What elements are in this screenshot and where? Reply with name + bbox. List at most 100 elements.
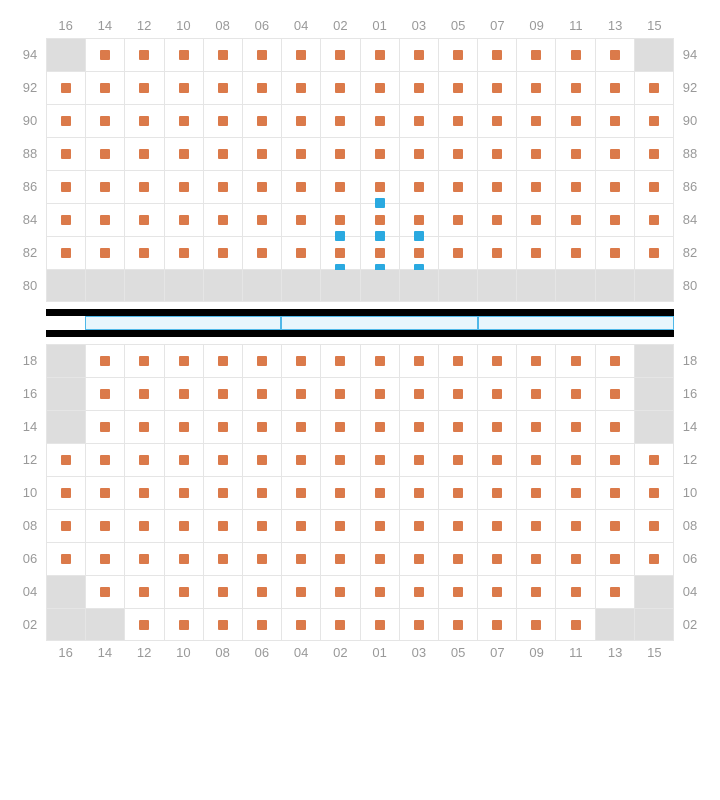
seat-cell[interactable] bbox=[85, 105, 124, 137]
seat-cell[interactable] bbox=[242, 609, 281, 640]
seat-cell[interactable] bbox=[164, 477, 203, 509]
seat-cell[interactable] bbox=[46, 72, 85, 104]
seat-cell[interactable] bbox=[85, 444, 124, 476]
seat-cell[interactable] bbox=[399, 477, 438, 509]
seat-cell[interactable] bbox=[438, 510, 477, 542]
seat-cell[interactable] bbox=[477, 609, 516, 640]
seat-cell[interactable] bbox=[595, 477, 634, 509]
seat-cell[interactable] bbox=[281, 171, 320, 203]
seat-cell[interactable] bbox=[164, 444, 203, 476]
seat-cell[interactable] bbox=[360, 138, 399, 170]
seat-cell[interactable] bbox=[46, 237, 85, 269]
seat-cell[interactable] bbox=[399, 576, 438, 608]
seat-cell[interactable] bbox=[85, 378, 124, 410]
seat-cell[interactable] bbox=[438, 105, 477, 137]
seat-cell[interactable] bbox=[46, 138, 85, 170]
seat-cell[interactable] bbox=[85, 411, 124, 443]
seat-cell[interactable] bbox=[281, 39, 320, 71]
seat-cell[interactable] bbox=[124, 171, 163, 203]
seat-cell[interactable] bbox=[203, 204, 242, 236]
seat-cell[interactable] bbox=[516, 72, 555, 104]
seat-cell[interactable] bbox=[360, 204, 399, 236]
seat-cell[interactable] bbox=[399, 105, 438, 137]
seat-cell[interactable] bbox=[281, 204, 320, 236]
seat-cell[interactable] bbox=[516, 609, 555, 640]
seat-cell[interactable] bbox=[555, 237, 594, 269]
seat-cell[interactable] bbox=[203, 477, 242, 509]
seat-cell[interactable] bbox=[124, 138, 163, 170]
seat-cell[interactable] bbox=[399, 543, 438, 575]
seat-cell[interactable] bbox=[634, 138, 674, 170]
seat-cell[interactable] bbox=[438, 609, 477, 640]
seat-cell[interactable] bbox=[242, 510, 281, 542]
seat-cell[interactable] bbox=[281, 345, 320, 377]
seat-cell[interactable] bbox=[203, 39, 242, 71]
seat-cell[interactable] bbox=[124, 72, 163, 104]
seat-cell[interactable] bbox=[555, 204, 594, 236]
seat-cell[interactable] bbox=[85, 72, 124, 104]
seat-cell[interactable] bbox=[46, 171, 85, 203]
seat-cell[interactable] bbox=[203, 105, 242, 137]
seat-cell[interactable] bbox=[360, 72, 399, 104]
seat-cell[interactable] bbox=[320, 138, 359, 170]
seat-cell[interactable] bbox=[360, 543, 399, 575]
seat-cell[interactable] bbox=[399, 609, 438, 640]
seat-cell[interactable] bbox=[242, 204, 281, 236]
seat-cell[interactable] bbox=[281, 72, 320, 104]
seat-cell[interactable] bbox=[438, 378, 477, 410]
seat-cell[interactable] bbox=[360, 378, 399, 410]
seat-cell[interactable] bbox=[46, 543, 85, 575]
seat-cell[interactable] bbox=[320, 105, 359, 137]
seat-cell[interactable] bbox=[360, 411, 399, 443]
seat-cell[interactable] bbox=[634, 204, 674, 236]
seat-cell[interactable] bbox=[164, 576, 203, 608]
seat-cell[interactable] bbox=[516, 105, 555, 137]
seat-cell[interactable] bbox=[124, 609, 163, 640]
seat-cell[interactable] bbox=[438, 72, 477, 104]
seat-cell[interactable] bbox=[399, 204, 438, 236]
seat-cell[interactable] bbox=[438, 204, 477, 236]
seat-cell[interactable] bbox=[164, 237, 203, 269]
seat-cell[interactable] bbox=[242, 543, 281, 575]
seat-cell[interactable] bbox=[555, 105, 594, 137]
seat-cell[interactable] bbox=[634, 237, 674, 269]
seat-cell[interactable] bbox=[242, 138, 281, 170]
seat-cell[interactable] bbox=[634, 171, 674, 203]
seat-cell[interactable] bbox=[85, 477, 124, 509]
seat-cell[interactable] bbox=[124, 444, 163, 476]
seat-cell[interactable] bbox=[360, 237, 399, 269]
seat-cell[interactable] bbox=[399, 411, 438, 443]
seat-cell[interactable] bbox=[242, 477, 281, 509]
seat-cell[interactable] bbox=[438, 477, 477, 509]
seat-cell[interactable] bbox=[438, 39, 477, 71]
seat-cell[interactable] bbox=[360, 444, 399, 476]
seat-cell[interactable] bbox=[320, 345, 359, 377]
seat-cell[interactable] bbox=[203, 576, 242, 608]
seat-cell[interactable] bbox=[516, 204, 555, 236]
seat-cell[interactable] bbox=[477, 543, 516, 575]
seat-cell[interactable] bbox=[477, 477, 516, 509]
seat-cell[interactable] bbox=[320, 609, 359, 640]
seat-cell[interactable] bbox=[46, 477, 85, 509]
seat-cell[interactable] bbox=[516, 171, 555, 203]
seat-cell[interactable] bbox=[124, 576, 163, 608]
seat-cell[interactable] bbox=[203, 543, 242, 575]
seat-cell[interactable] bbox=[438, 411, 477, 443]
seat-cell[interactable] bbox=[477, 237, 516, 269]
seat-cell[interactable] bbox=[164, 204, 203, 236]
seat-cell[interactable] bbox=[555, 477, 594, 509]
seat-cell[interactable] bbox=[477, 411, 516, 443]
seat-cell[interactable] bbox=[124, 345, 163, 377]
seat-cell[interactable] bbox=[46, 105, 85, 137]
seat-cell[interactable] bbox=[46, 444, 85, 476]
seat-cell[interactable] bbox=[399, 138, 438, 170]
seat-cell[interactable] bbox=[242, 576, 281, 608]
seat-cell[interactable] bbox=[124, 510, 163, 542]
seat-cell[interactable] bbox=[320, 39, 359, 71]
seat-cell[interactable] bbox=[477, 39, 516, 71]
seat-cell[interactable] bbox=[203, 411, 242, 443]
seat-cell[interactable] bbox=[124, 477, 163, 509]
seat-cell[interactable] bbox=[124, 543, 163, 575]
seat-cell[interactable] bbox=[85, 171, 124, 203]
seat-cell[interactable] bbox=[164, 171, 203, 203]
